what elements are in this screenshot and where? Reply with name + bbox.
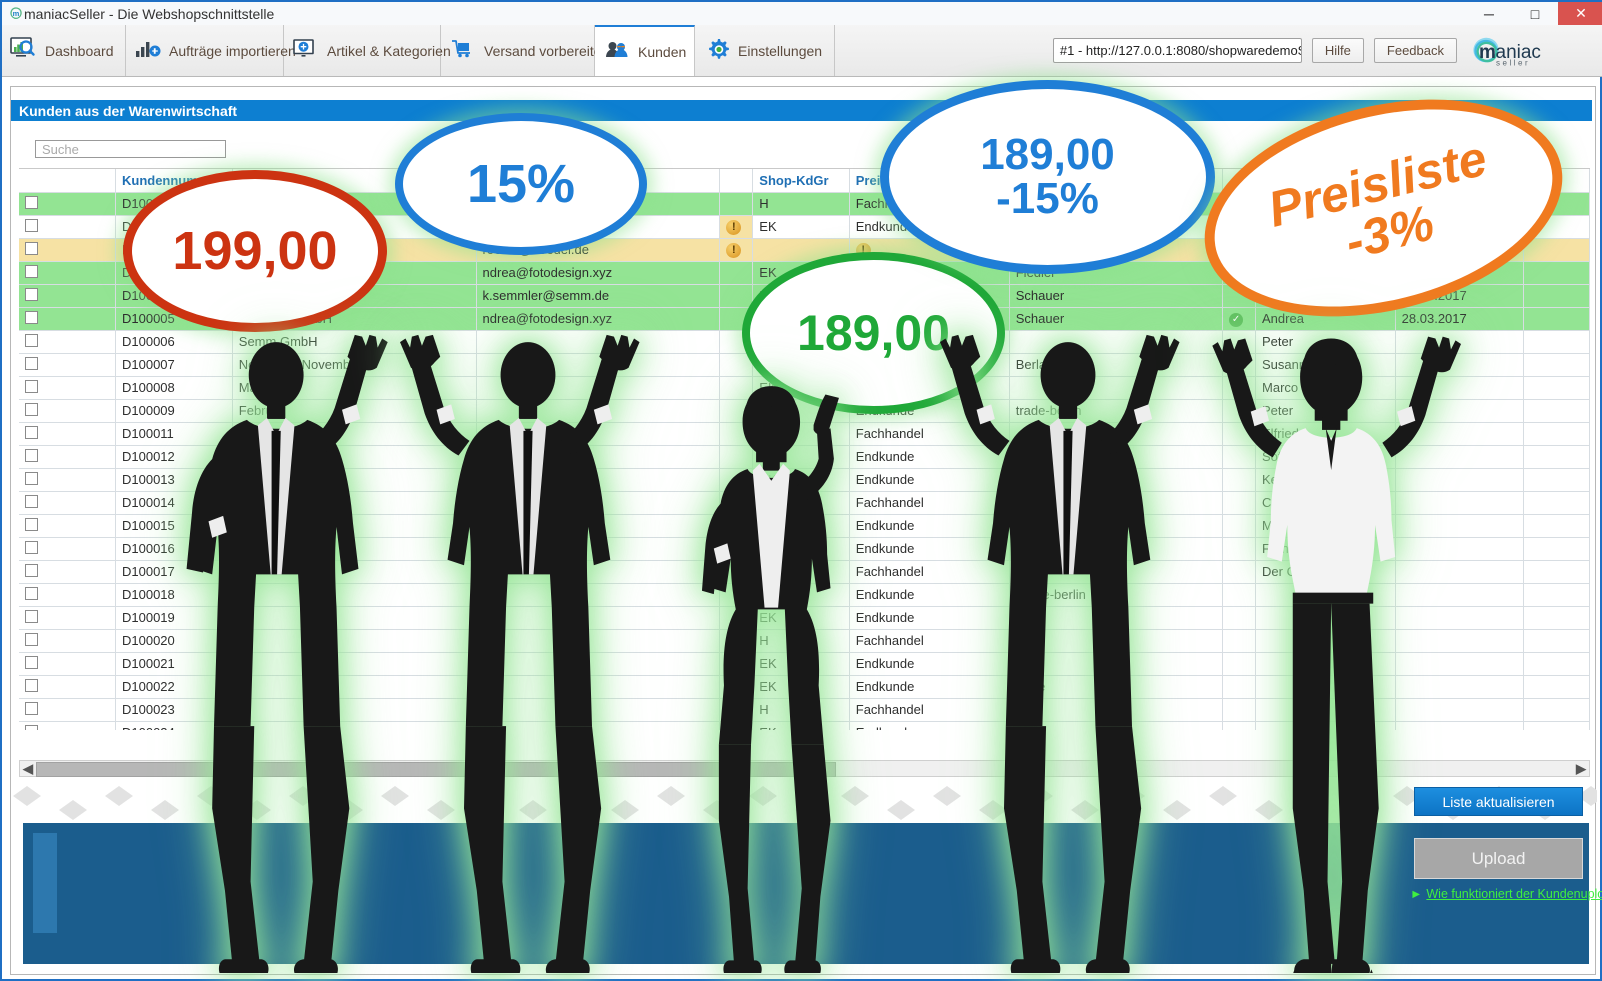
svg-text:m: m: [13, 9, 20, 18]
svg-text:m: m: [1479, 42, 1496, 63]
svg-text:seller: seller: [1496, 58, 1530, 67]
